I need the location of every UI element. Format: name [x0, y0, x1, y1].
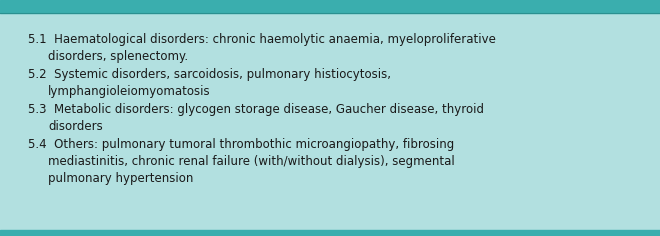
- Text: pulmonary hypertension: pulmonary hypertension: [48, 172, 193, 185]
- Text: 5.4  Others: pulmonary tumoral thrombothic microangiopathy, fibrosing: 5.4 Others: pulmonary tumoral thrombothi…: [28, 138, 454, 151]
- Text: lymphangioleiomyomatosis: lymphangioleiomyomatosis: [48, 85, 211, 98]
- Text: 5.1  Haematological disorders: chronic haemolytic anaemia, myeloproliferative: 5.1 Haematological disorders: chronic ha…: [28, 33, 496, 46]
- Bar: [0, 0, 660, 13]
- Text: 5.2  Systemic disorders, sarcoidosis, pulmonary histiocytosis,: 5.2 Systemic disorders, sarcoidosis, pul…: [28, 68, 391, 81]
- Text: mediastinitis, chronic renal failure (with/without dialysis), segmental: mediastinitis, chronic renal failure (wi…: [48, 155, 455, 168]
- Text: disorders: disorders: [48, 120, 103, 133]
- Bar: [0, 230, 660, 236]
- Text: disorders, splenectomy.: disorders, splenectomy.: [48, 50, 188, 63]
- Text: 5.3  Metabolic disorders: glycogen storage disease, Gaucher disease, thyroid: 5.3 Metabolic disorders: glycogen storag…: [28, 103, 484, 116]
